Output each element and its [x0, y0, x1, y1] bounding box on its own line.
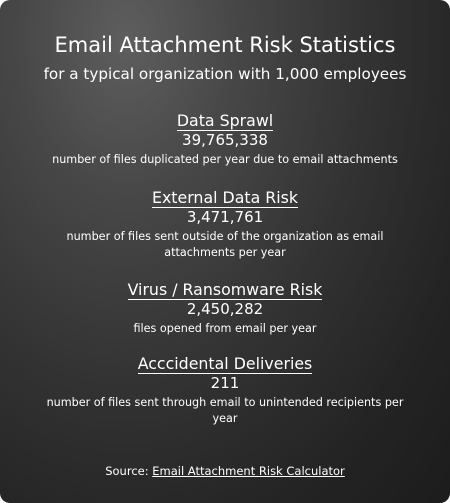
stat-heading: Data Sprawl [176, 111, 274, 131]
stat-value: 3,471,761 [186, 208, 264, 226]
stat-value: 2,450,282 [186, 300, 264, 318]
page-subtitle: for a typical organization with 1,000 em… [43, 65, 407, 83]
stat-virus-ransomware-risk: Virus / Ransomware Risk 2,450,282 files … [0, 280, 450, 337]
stat-heading: Acccidental Deliveries [137, 354, 313, 374]
source-line: Source: Email Attachment Risk Calculator [0, 463, 450, 479]
stat-heading: External Data Risk [151, 188, 299, 208]
stat-description: number of files sent through email to un… [46, 396, 404, 425]
stat-heading: Virus / Ransomware Risk [127, 280, 323, 300]
stat-data-sprawl: Data Sprawl 39,765,338 number of files d… [0, 111, 450, 168]
source-link[interactable]: Email Attachment Risk Calculator [152, 464, 345, 478]
source-label: Source: [105, 464, 149, 478]
stat-accidental-deliveries: Acccidental Deliveries 211 number of fil… [0, 354, 450, 427]
stat-value: 39,765,338 [182, 131, 268, 149]
stat-description: number of files duplicated per year due … [52, 153, 398, 166]
stat-value: 211 [210, 374, 240, 392]
stat-description: files opened from email per year [133, 322, 317, 335]
stat-external-data-risk: External Data Risk 3,471,761 number of f… [0, 188, 450, 261]
page-title: Email Attachment Risk Statistics [54, 33, 396, 57]
stat-description: number of files sent outside of the orga… [66, 230, 384, 259]
